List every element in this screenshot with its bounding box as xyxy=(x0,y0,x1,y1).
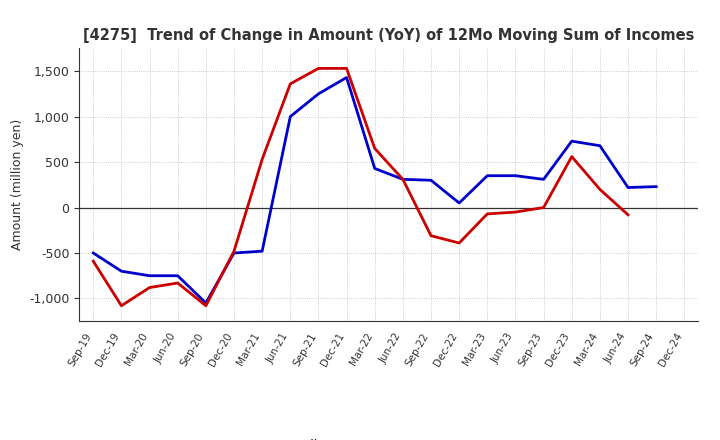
Net Income xyxy=(117,303,126,308)
Ordinary Income xyxy=(174,273,182,279)
Ordinary Income xyxy=(567,139,576,144)
Net Income xyxy=(202,303,210,308)
Ordinary Income xyxy=(624,185,632,190)
Ordinary Income xyxy=(314,91,323,96)
Ordinary Income xyxy=(145,273,154,279)
Net Income xyxy=(370,146,379,151)
Ordinary Income xyxy=(455,200,464,205)
Ordinary Income xyxy=(427,178,436,183)
Net Income xyxy=(286,81,294,87)
Net Income xyxy=(145,285,154,290)
Ordinary Income xyxy=(652,184,660,189)
Ordinary Income xyxy=(399,177,408,182)
Net Income xyxy=(399,177,408,182)
Net Income xyxy=(455,240,464,246)
Ordinary Income xyxy=(342,75,351,80)
Y-axis label: Amount (million yen): Amount (million yen) xyxy=(11,119,24,250)
Ordinary Income xyxy=(370,166,379,171)
Title: [4275]  Trend of Change in Amount (YoY) of 12Mo Moving Sum of Incomes: [4275] Trend of Change in Amount (YoY) o… xyxy=(83,28,695,43)
Net Income xyxy=(595,187,604,192)
Net Income xyxy=(567,154,576,159)
Net Income xyxy=(314,66,323,71)
Ordinary Income xyxy=(89,250,98,256)
Legend: Ordinary Income, Net Income: Ordinary Income, Net Income xyxy=(248,434,529,440)
Ordinary Income xyxy=(511,173,520,178)
Net Income xyxy=(258,157,266,162)
Ordinary Income xyxy=(483,173,492,178)
Ordinary Income xyxy=(258,249,266,254)
Ordinary Income xyxy=(230,250,238,256)
Ordinary Income xyxy=(595,143,604,148)
Net Income xyxy=(624,212,632,217)
Line: Net Income: Net Income xyxy=(94,68,628,306)
Net Income xyxy=(483,211,492,216)
Ordinary Income xyxy=(117,268,126,274)
Net Income xyxy=(89,259,98,264)
Net Income xyxy=(230,249,238,254)
Ordinary Income xyxy=(202,301,210,306)
Ordinary Income xyxy=(539,177,548,182)
Net Income xyxy=(511,209,520,215)
Line: Ordinary Income: Ordinary Income xyxy=(94,77,656,303)
Net Income xyxy=(342,66,351,71)
Ordinary Income xyxy=(286,114,294,119)
Net Income xyxy=(174,280,182,286)
Net Income xyxy=(427,233,436,238)
Net Income xyxy=(539,205,548,210)
